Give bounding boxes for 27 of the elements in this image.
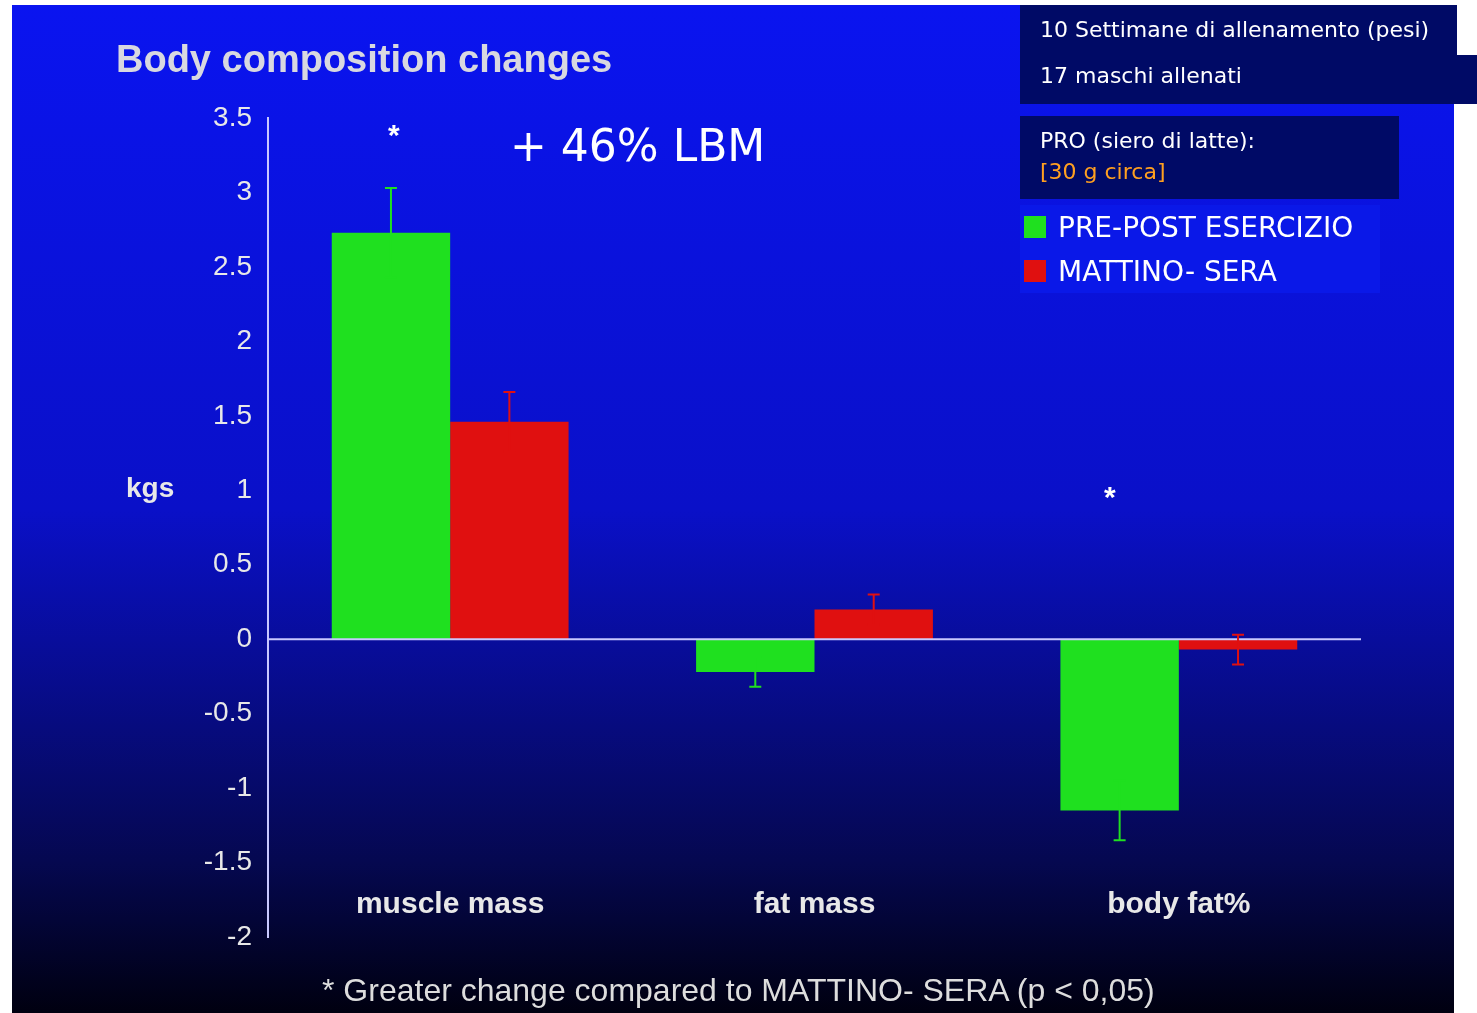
x-tick-label: body fat% xyxy=(1107,886,1251,920)
y-tick-label: 3 xyxy=(236,175,252,207)
chart-title: Body composition changes xyxy=(116,38,613,81)
y-tick-label: -0.5 xyxy=(203,696,252,728)
legend-label: MATTINO- SERA xyxy=(1057,253,1278,290)
legend-label: PRE-POST ESERCIZIO xyxy=(1057,209,1355,246)
x-tick-label: muscle mass xyxy=(355,886,545,920)
note-panel: [30 g circa] xyxy=(1020,156,1399,199)
y-tick-label: -1.5 xyxy=(203,845,252,877)
annotation: + 46% LBM xyxy=(510,120,766,171)
y-tick-label: 1.5 xyxy=(213,398,252,430)
y-tick-label: 0 xyxy=(236,621,252,653)
y-axis-title: kgs xyxy=(126,472,175,504)
note-panel: 17 maschi allenati xyxy=(1020,55,1477,104)
y-tick-label: 2.5 xyxy=(213,249,252,281)
y-tick-label: -2 xyxy=(227,919,252,951)
annotation: * xyxy=(1104,480,1116,514)
annotation: * xyxy=(388,118,400,152)
y-tick-label: -1 xyxy=(227,770,252,802)
y-tick-label: 3.5 xyxy=(213,100,252,132)
text: * Greater change compared to MATTINO- SERA (p < 0,05) xyxy=(322,972,1155,1009)
note-panel: 10 Settimane di allenamento (pesi) xyxy=(1020,5,1457,55)
note-panel: PRO (siero di latte): xyxy=(1020,116,1399,156)
y-tick-label: 0.5 xyxy=(213,547,252,579)
x-tick-label: fat mass xyxy=(753,886,876,920)
y-tick-label: 2 xyxy=(236,324,252,356)
y-tick-label: 1 xyxy=(236,472,252,504)
